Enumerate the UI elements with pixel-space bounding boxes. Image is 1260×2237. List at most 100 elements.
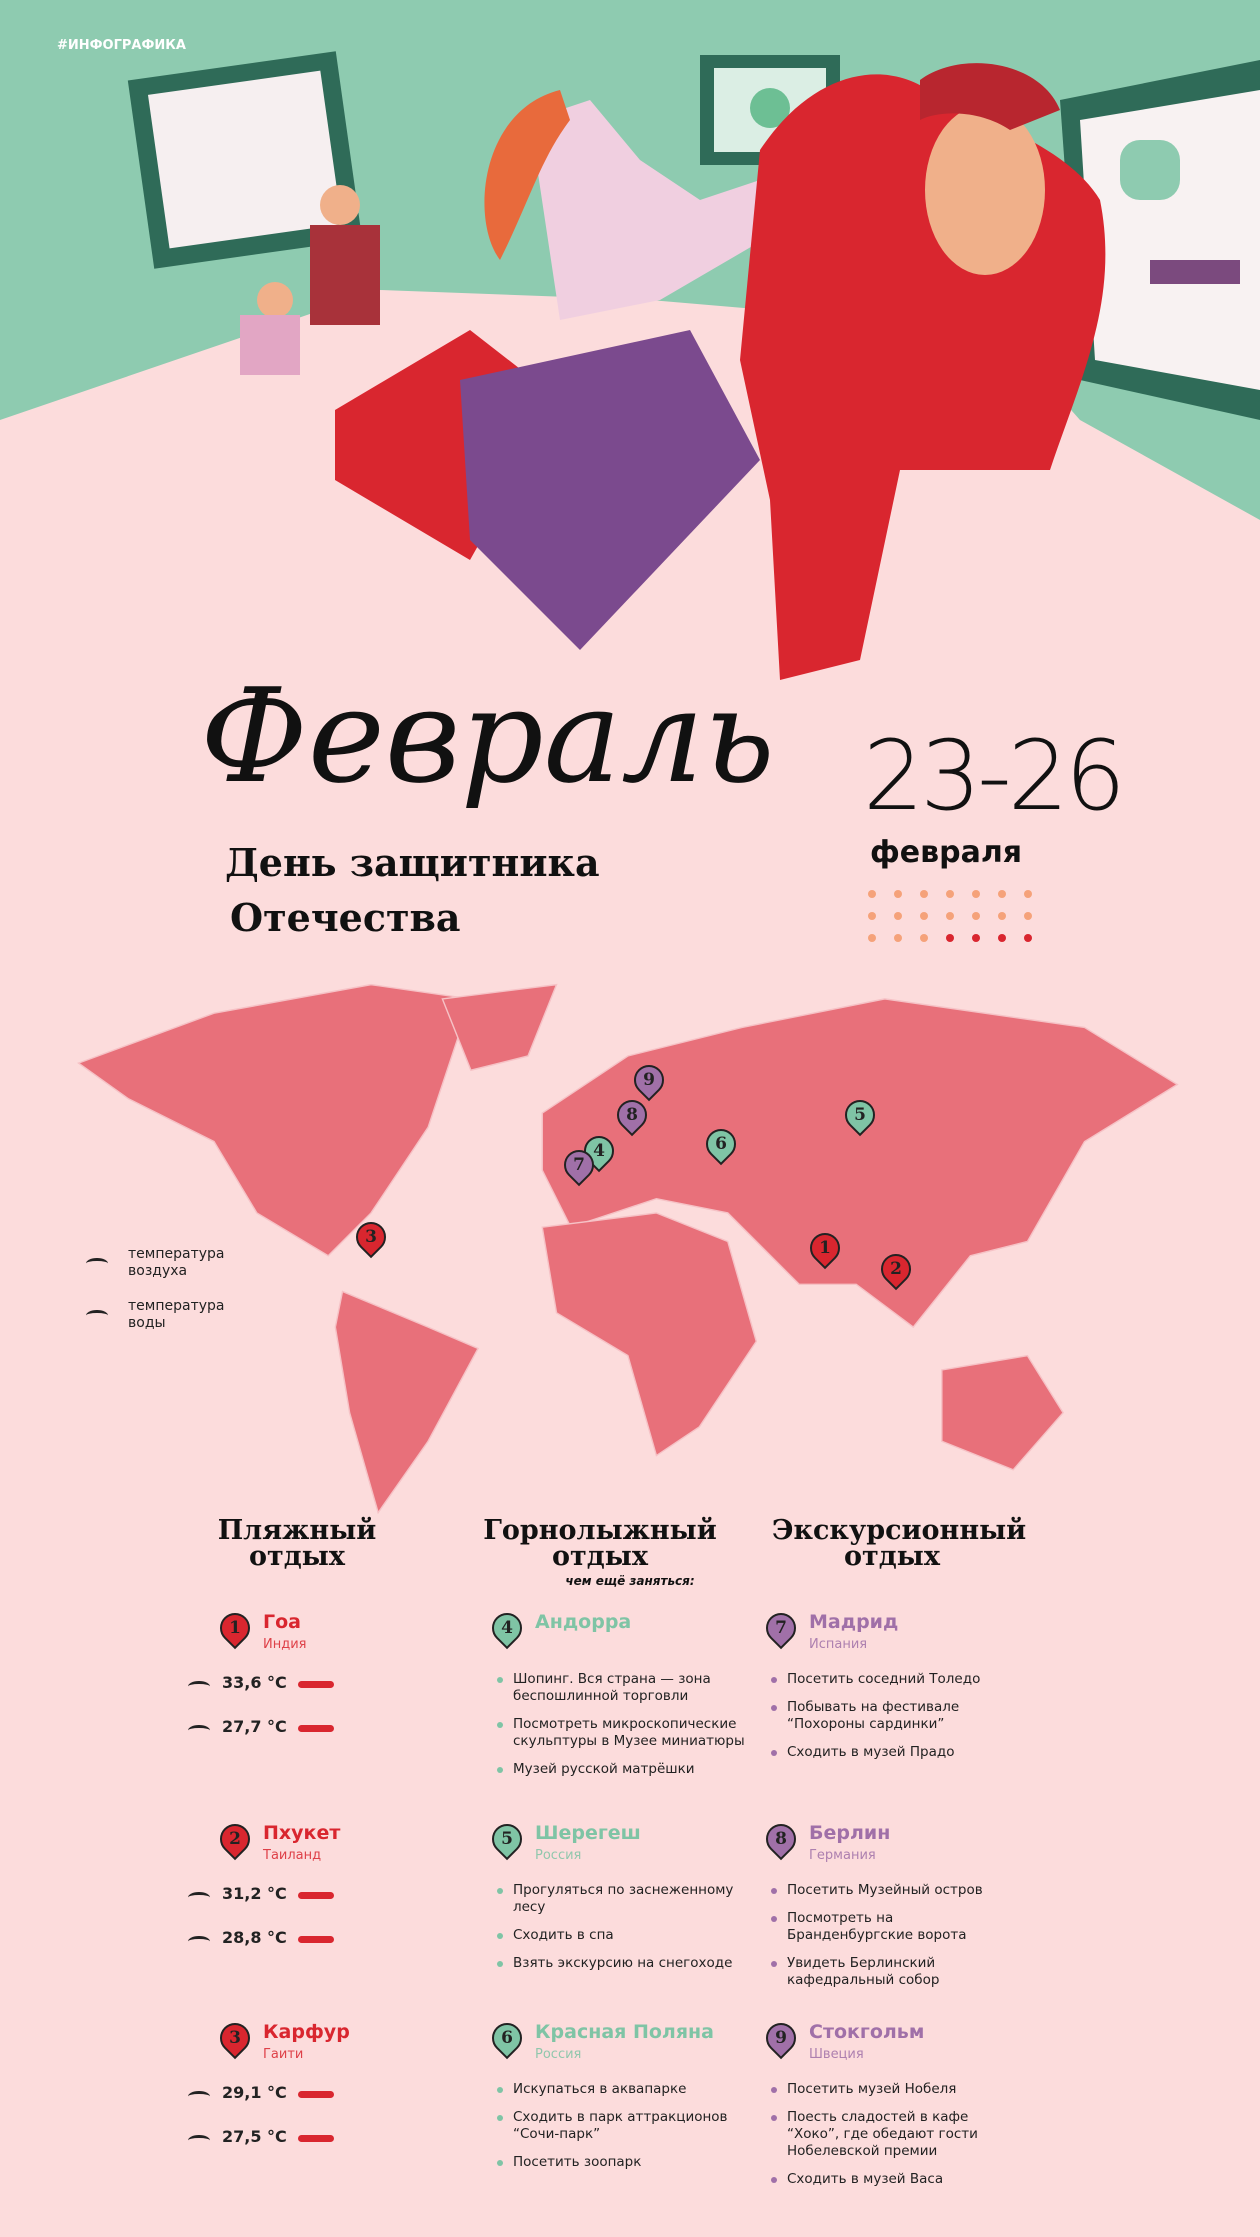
activity: Увидеть Берлинский кафедральный собор — [771, 1955, 1021, 1989]
calendar-dot — [1024, 934, 1032, 942]
pin: 7 — [759, 1606, 803, 1650]
bullet — [771, 1750, 777, 1756]
pin-number: 8 — [626, 1105, 638, 1125]
activity: Посетить музей Нобеля — [771, 2081, 1021, 2098]
activity: Посетить соседний Толедо — [771, 1671, 1021, 1688]
temp-icon — [188, 2091, 210, 2102]
temp-bar — [298, 1892, 334, 1899]
temperature: 27,5 °C — [222, 2127, 287, 2146]
activity-text: Увидеть Берлинский кафедральный собор — [787, 1955, 940, 1988]
legend-icon — [86, 1258, 108, 1269]
activity-list: Прогуляться по заснеженному лесу Сходить … — [497, 1882, 747, 1983]
temp-bar — [298, 1681, 334, 1688]
column-title: Пляжный отдых — [217, 1515, 377, 1572]
dates-month: февраля — [870, 835, 1023, 870]
calendar-dot — [972, 912, 980, 920]
activity-text: Взять экскурсию на снегоходе — [513, 1955, 733, 1971]
calendar-dot — [1024, 890, 1032, 898]
pin-number: 9 — [643, 1070, 655, 1090]
calendar-dot — [998, 934, 1006, 942]
activity-text: Посетить музей Нобеля — [787, 2081, 957, 2097]
calendar-dot — [972, 934, 980, 942]
activity: Посмотреть микроскопические скульптуры в… — [497, 1716, 747, 1750]
activity-text: Музей русской матрёшки — [513, 1761, 695, 1777]
pin-number: 1 — [229, 1618, 241, 1638]
activity: Посмотреть на Бранденбургские ворота — [771, 1910, 1021, 1944]
activity: Шопинг. Вся страна — зона беспошлинной т… — [497, 1671, 747, 1705]
place-country: Россия — [535, 2047, 582, 2062]
place-country: Россия — [535, 1848, 582, 1863]
calendar-dot — [946, 912, 954, 920]
activity-list: Посетить Музейный остров Посмотреть на Бр… — [771, 1882, 1021, 2000]
bullet — [771, 1705, 777, 1711]
activity-list: Посетить соседний Толедо Побывать на фест… — [771, 1671, 1021, 1772]
temperature: 28,8 °C — [222, 1928, 287, 1947]
pin-number: 1 — [819, 1238, 831, 1258]
calendar-dot — [1024, 912, 1032, 920]
activity-text: Посмотреть микроскопические скульптуры в… — [513, 1716, 745, 1749]
holiday: День защитника — [225, 840, 600, 885]
legend-label: температура воды — [128, 1298, 225, 1331]
activity-text: Сходить в музей Прадо — [787, 1744, 955, 1760]
activity: Сходить в музей Васа — [771, 2171, 1021, 2188]
legend-icon — [86, 1310, 108, 1321]
temp-icon — [188, 1725, 210, 1736]
activity-list: Посетить музей Нобеля Поесть сладостей в … — [771, 2081, 1021, 2199]
bullet — [771, 2115, 777, 2121]
place-country: Гаити — [263, 2047, 304, 2062]
place-name: Шерегеш — [535, 1822, 641, 1844]
activity-text: Посмотреть на Бранденбургские ворота — [787, 1910, 967, 1943]
temp-bar — [298, 1936, 334, 1943]
temp-icon — [188, 1936, 210, 1947]
place-name: Пхукет — [263, 1822, 341, 1844]
pin-number: 7 — [573, 1155, 585, 1175]
calendar-dot — [868, 934, 876, 942]
activity: Прогуляться по заснеженному лесу — [497, 1882, 747, 1916]
pin-number: 2 — [890, 1259, 902, 1279]
bullet — [771, 2087, 777, 2093]
bullet — [497, 2160, 503, 2166]
pin: 4 — [485, 1606, 529, 1650]
activity-text: Сходить в парк аттракционов “Сочи-парк” — [513, 2109, 728, 2142]
pin-number: 2 — [229, 1829, 241, 1849]
activity-text: Сходить в спа — [513, 1927, 614, 1943]
activity-text: Посетить Музейный остров — [787, 1882, 983, 1898]
place-name: Карфур — [263, 2021, 350, 2043]
pin: 5 — [485, 1817, 529, 1861]
bullet — [497, 1677, 503, 1683]
pin-number: 8 — [775, 1829, 787, 1849]
place-name: Гоа — [263, 1611, 301, 1633]
temp-icon — [188, 1681, 210, 1692]
legend-label: температура воздуха — [128, 1246, 225, 1279]
place-name: Стокгольм — [809, 2021, 925, 2043]
activity-text: Посетить зоопарк — [513, 2154, 642, 2170]
calendar-dot — [894, 912, 902, 920]
place-name: Андорра — [535, 1611, 632, 1633]
activity-list: Шопинг. Вся страна — зона беспошлинной т… — [497, 1671, 747, 1789]
column-title: Экскурсионный отдых — [772, 1515, 1027, 1572]
bullet — [497, 2087, 503, 2093]
dates: 23-26 — [863, 720, 1126, 832]
bullet — [497, 1722, 503, 1728]
activity: Взять экскурсию на снегоходе — [497, 1955, 747, 1972]
pin-number: 5 — [854, 1105, 866, 1125]
calendar-dot — [998, 912, 1006, 920]
holiday: Отечества — [230, 895, 461, 940]
activity-text: Сходить в музей Васа — [787, 2171, 944, 2187]
pin-number: 6 — [715, 1134, 727, 1154]
calendar-dot — [998, 890, 1006, 898]
calendar-dot — [894, 934, 902, 942]
temp-bar — [298, 2135, 334, 2142]
activity: Сходить в парк аттракционов “Сочи-парк” — [497, 2109, 747, 2143]
activity: Сходить в спа — [497, 1927, 747, 1944]
pin-number: 6 — [501, 2028, 513, 2048]
pin-number: 9 — [775, 2028, 787, 2048]
pin-number: 3 — [365, 1227, 377, 1247]
bullet — [771, 1888, 777, 1894]
place-country: Таиланд — [263, 1848, 322, 1863]
place-name: Красная Поляна — [535, 2021, 714, 2043]
bullet — [497, 1961, 503, 1967]
temperature: 27,7 °C — [222, 1717, 287, 1736]
pin: 2 — [213, 1817, 257, 1861]
